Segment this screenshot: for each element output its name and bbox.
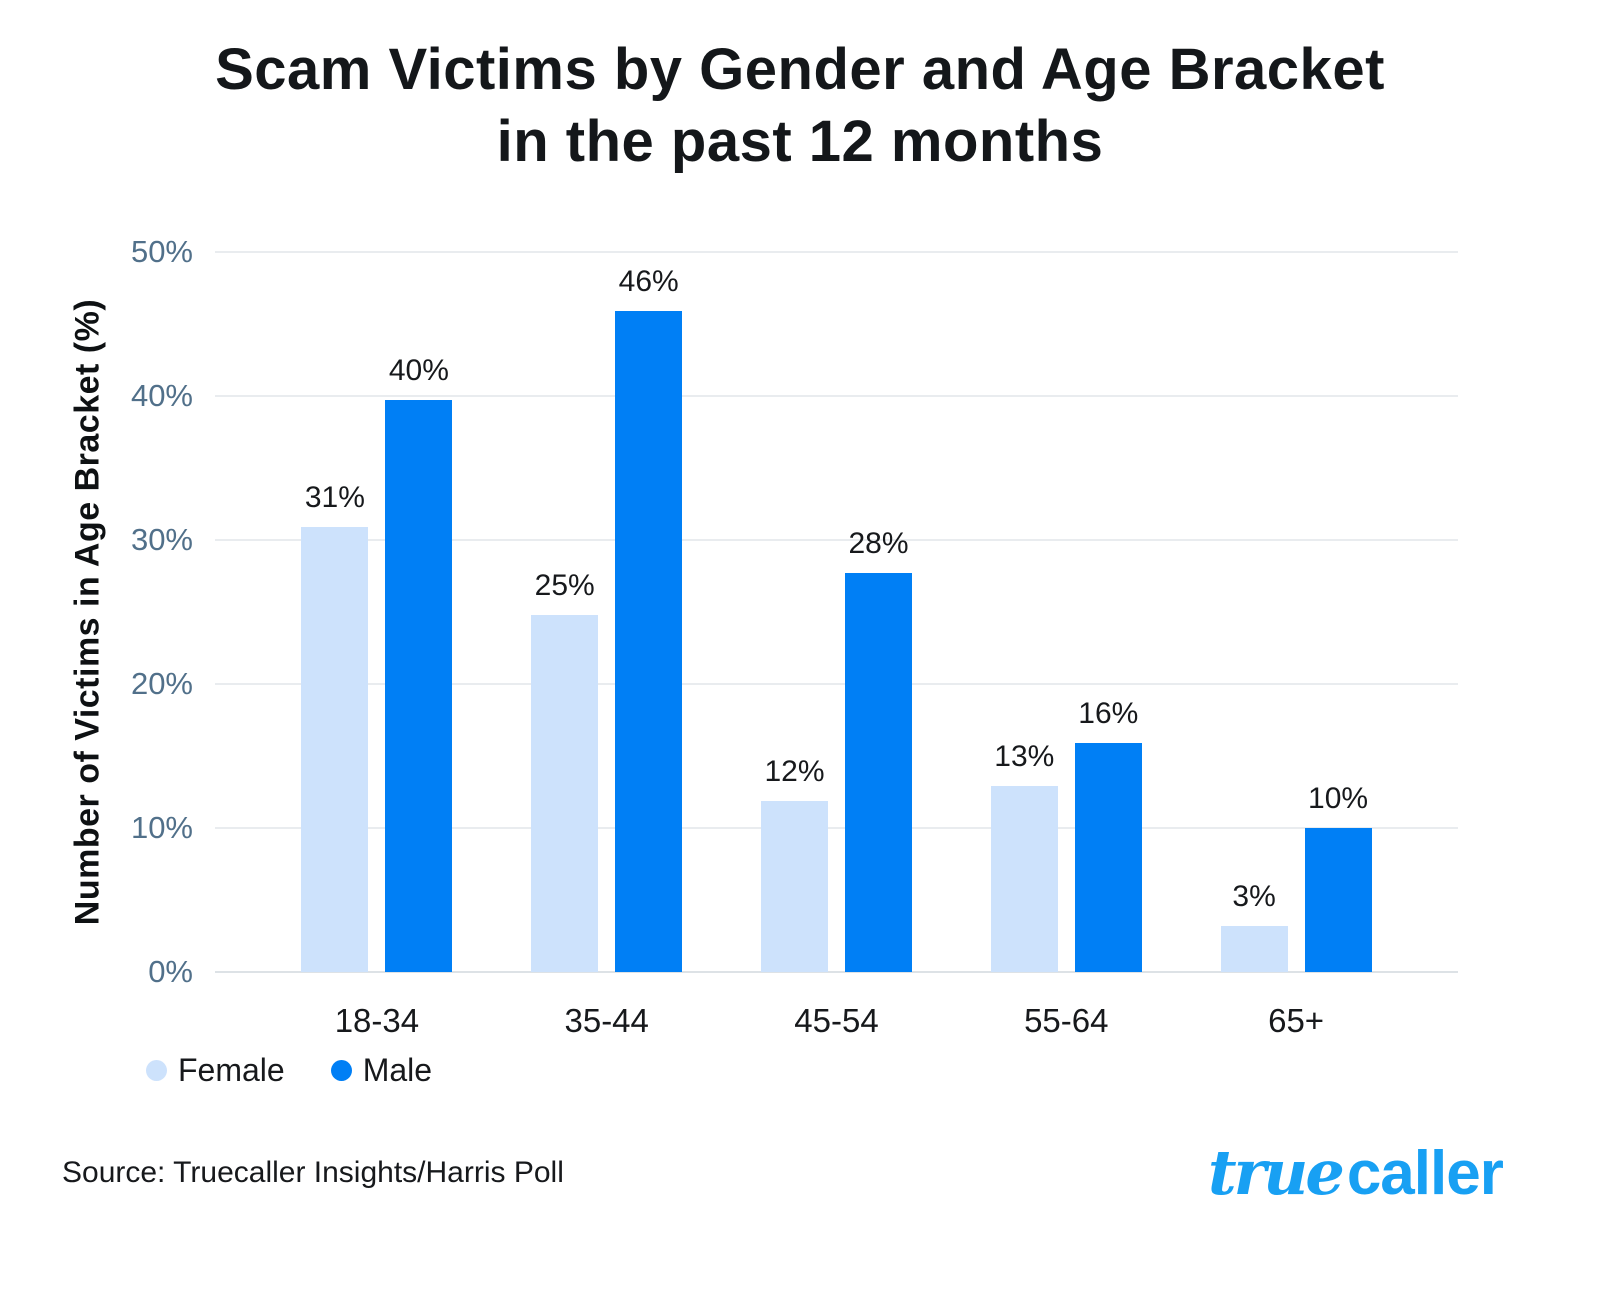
gridline-40 [215,395,1458,397]
y-axis-title: Number of Victims in Age Bracket (%) [68,298,107,926]
legend-label: Female [178,1052,285,1088]
bar-female-65+: 3% [1220,880,1288,972]
legend-dot-icon [330,1060,352,1081]
chart-title-line1: Scam Victims by Gender and Age Bracket [215,37,1385,102]
x-axis-label-55-64: 55-64 [1024,1002,1109,1039]
value-label-male-35-44: 46% [618,265,679,299]
y-tick-label-10: 10% [130,810,193,845]
legend: Female Male [146,1052,432,1089]
value-label-female-35-44: 25% [534,568,595,602]
y-tick-label-0: 0% [148,954,193,989]
y-tick-label-20: 20% [130,666,193,701]
bar-female-45-54: 12% [760,755,828,972]
y-tick-label-50: 50% [130,234,193,269]
value-label-male-45-54: 28% [848,527,909,561]
logo-caller-wordmark: caller [1346,1139,1504,1208]
logo-true-wordmark: true [1208,1136,1345,1209]
x-axis-label-65+: 65+ [1268,1002,1325,1039]
truecaller-logo: true caller [1208,1136,1504,1209]
source-text: Source: Truecaller Insights/Harris Poll [62,1156,564,1189]
plot-area: 0% 10% 20% 30% 40% 50% 31% 40% 25% 46% 12% 28% 13% 1… [131,234,1458,1039]
x-axis-label-35-44: 35-44 [564,1002,649,1039]
value-label-male-18-34: 40% [388,354,449,388]
x-labels: 18-34 35-44 45-54 55-64 65+ [262,972,1411,1040]
bar-group-65+: 3% 10% [1181,252,1411,972]
bar-male-35-44: 46% [615,265,683,972]
value-label-female-55-64: 13% [994,740,1055,774]
chart-title-line2: in the past 12 months [496,108,1104,174]
bar-male-65+: 10% [1304,782,1372,972]
value-label-male-55-64: 16% [1078,697,1139,731]
value-label-female-65+: 3% [1232,879,1276,913]
bar-female-55-64: 13% [990,740,1058,972]
bar-female-35-44: 25% [531,569,599,972]
value-label-male-65+: 10% [1308,782,1369,815]
bar-female-18-34: 31% [301,481,369,972]
legend-item-male: Male [330,1052,433,1089]
bar-male-55-64: 16% [1074,697,1142,972]
value-label-female-18-34: 31% [304,481,365,515]
gridline-10 [215,827,1458,829]
bar-group-18-34: 31% 40% [262,252,492,972]
legend-label: Male [362,1052,433,1088]
y-tick-label-40: 40% [130,378,193,413]
gridline-30 [215,539,1458,541]
bar-group-35-44: 25% 46% [492,252,722,972]
x-axis-label-18-34: 18-34 [334,1002,420,1039]
bar-group-45-54: 12% 28% [722,252,952,972]
bar-group-55-64: 13% 16% [951,252,1181,972]
gridline-0 [215,971,1458,973]
bar-male-45-54: 28% [844,527,912,972]
gridline-50 [215,251,1458,253]
legend-dot-icon [146,1060,167,1081]
chart-title: Scam Victims by Gender and Age Bracket i… [0,34,1600,178]
value-label-female-45-54: 12% [764,754,825,788]
gridline-20 [215,683,1458,685]
bar-groups: 31% 40% 25% 46% 12% 28% 13% 16% 3% 10% [262,252,1411,972]
x-axis-label-45-54: 45-54 [794,1002,879,1039]
legend-item-female: Female [146,1052,285,1089]
y-tick-label-30: 30% [130,522,193,557]
bar-male-18-34: 40% [385,354,453,972]
